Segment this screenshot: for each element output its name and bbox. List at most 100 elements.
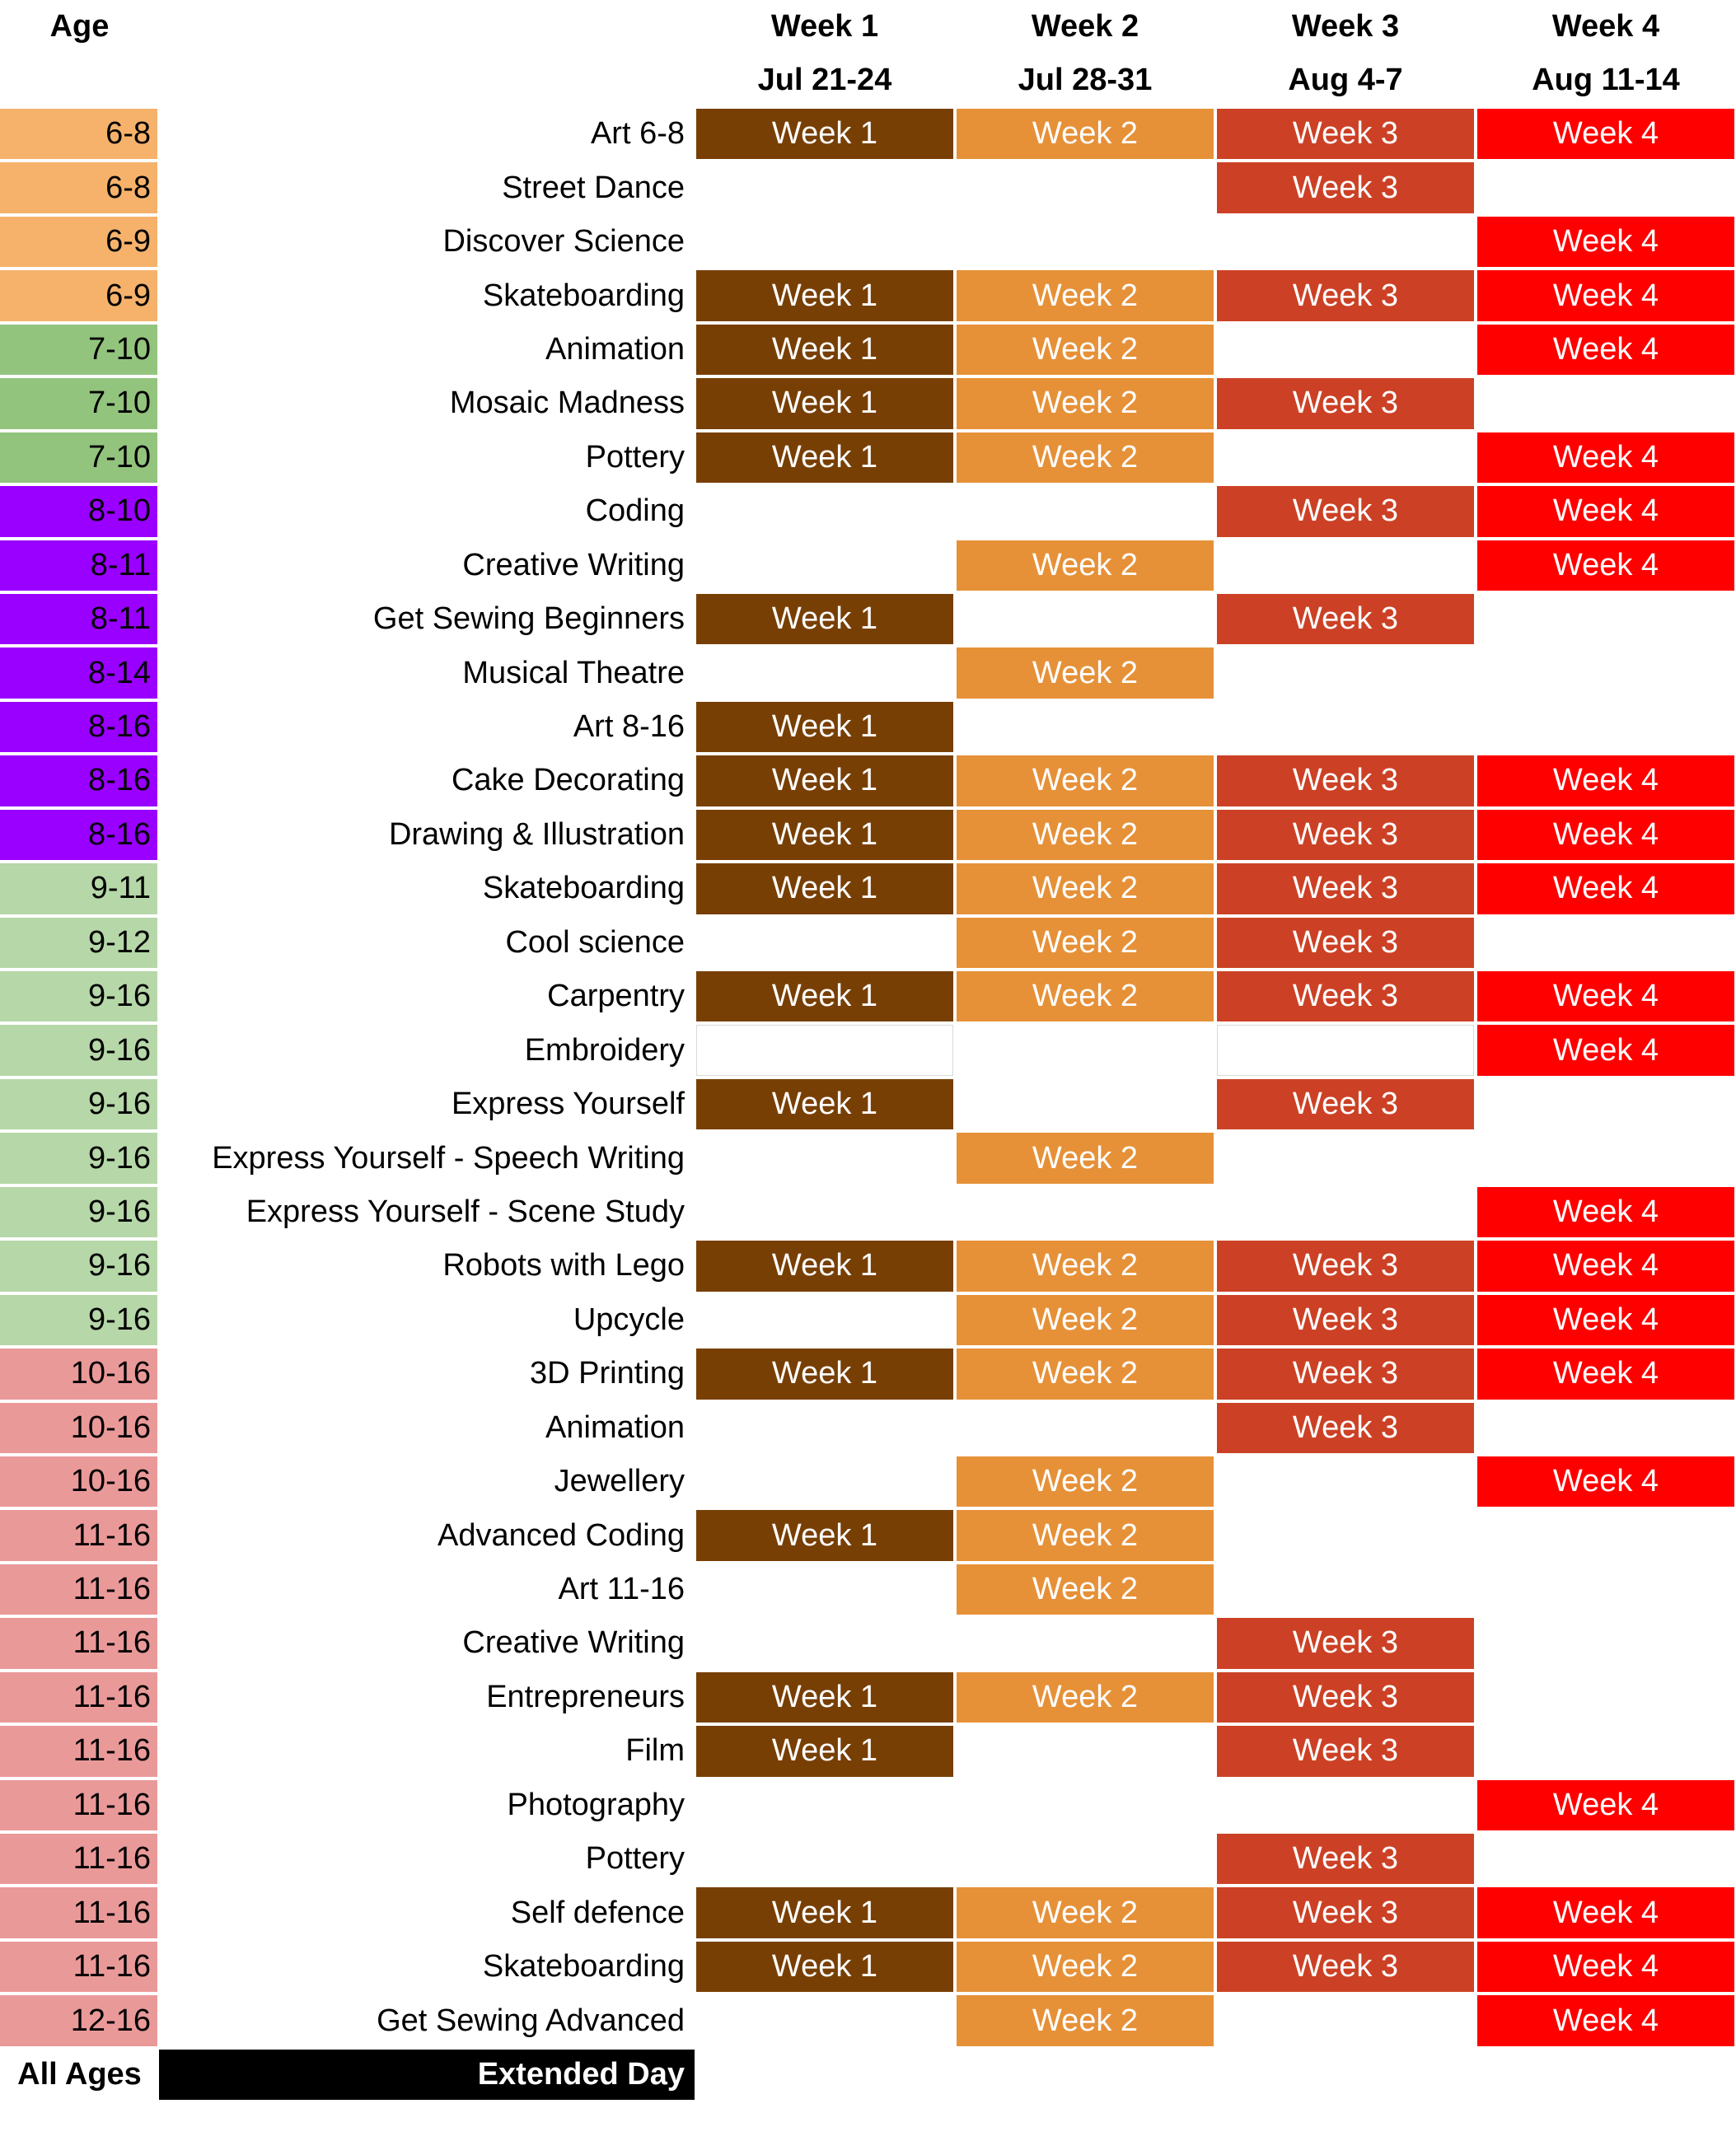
week-3-header: Week 3 xyxy=(1291,9,1400,44)
empty-week-cell xyxy=(957,1403,1214,1453)
empty-week-cell xyxy=(957,1834,1214,1884)
empty-week-cell xyxy=(1217,1564,1474,1615)
week-3-cell: Week 3 xyxy=(1217,593,1474,645)
course-name: Animation xyxy=(545,1409,685,1445)
week-3-cell: Week 3 xyxy=(1217,162,1474,213)
week-4-cell: Week 4 xyxy=(1477,1456,1734,1508)
empty-week-cell xyxy=(696,162,953,213)
week-2-cell: Week 2 xyxy=(957,1995,1214,2046)
week-4-cell: Week 4 xyxy=(1477,755,1734,806)
age-cell: 11-16 xyxy=(0,1941,157,1993)
empty-week-cell xyxy=(1477,1618,1734,1668)
course-name: Film xyxy=(625,1733,685,1769)
week-4-cell: Week 4 xyxy=(1477,1349,1734,1400)
week-2-cell: Week 2 xyxy=(957,1671,1214,1723)
empty-week-cell xyxy=(696,647,953,698)
empty-week-cell xyxy=(696,1834,953,1884)
empty-week-cell xyxy=(696,540,953,591)
empty-week-cell xyxy=(957,1025,1214,1075)
course-name: Mosaic Madness xyxy=(449,386,685,421)
week-2-cell: Week 2 xyxy=(957,863,1214,914)
week-4-cell: Week 4 xyxy=(1477,432,1734,484)
week-1-cell: Week 1 xyxy=(696,1349,953,1400)
age-column-header: Age xyxy=(49,9,110,44)
week-1-cell: Week 1 xyxy=(696,324,953,376)
age-cell: 9-12 xyxy=(0,917,157,968)
age-cell: 9-16 xyxy=(0,971,157,1022)
age-cell: 11-16 xyxy=(0,1726,157,1777)
week-2-cell: Week 2 xyxy=(957,432,1214,484)
course-name: Pottery xyxy=(585,1841,685,1877)
week-4-cell: Week 4 xyxy=(1477,971,1734,1022)
week-3-cell: Week 3 xyxy=(1217,809,1474,861)
week-2-cell: Week 2 xyxy=(957,809,1214,861)
course-name: Photography xyxy=(507,1787,686,1822)
course-name: Self defence xyxy=(510,1895,685,1930)
week-4-cell: Week 4 xyxy=(1477,1941,1734,1993)
week-4-cell: Week 4 xyxy=(1477,1241,1734,1292)
week-2-cell: Week 2 xyxy=(957,270,1214,321)
age-cell: 9-16 xyxy=(0,1294,157,1346)
age-cell: 7-10 xyxy=(0,378,157,429)
course-name: Express Yourself - Speech Writing xyxy=(212,1140,685,1176)
empty-week-cell xyxy=(696,1780,953,1830)
week-2-cell: Week 2 xyxy=(957,755,1214,806)
empty-week-cell xyxy=(957,702,1214,752)
week-3-cell: Week 3 xyxy=(1217,1618,1474,1669)
week-2-cell: Week 2 xyxy=(957,1294,1214,1346)
course-name: Pottery xyxy=(585,439,685,474)
week-3-cell: Week 3 xyxy=(1217,270,1474,321)
week-2-cell: Week 2 xyxy=(957,378,1214,429)
week-1-dates: Jul 21-24 xyxy=(757,63,892,97)
empty-week-cell xyxy=(1217,1025,1474,1076)
week-1-cell: Week 1 xyxy=(696,1241,953,1292)
course-name: Cake Decorating xyxy=(451,763,685,798)
empty-week-cell xyxy=(957,486,1214,536)
age-cell: 9-16 xyxy=(0,1133,157,1184)
age-cell: 10-16 xyxy=(0,1456,157,1508)
empty-week-cell xyxy=(1217,702,1474,752)
week-4-cell: Week 4 xyxy=(1477,324,1734,376)
week-2-cell: Week 2 xyxy=(957,1887,1214,1938)
week-4-dates: Aug 11-14 xyxy=(1532,63,1680,97)
course-name: Discover Science xyxy=(442,224,685,259)
empty-week-cell xyxy=(1217,1187,1474,1237)
week-1-cell: Week 1 xyxy=(696,971,953,1022)
week-2-cell: Week 2 xyxy=(957,971,1214,1022)
empty-week-cell xyxy=(1477,647,1734,698)
week-3-cell: Week 3 xyxy=(1217,917,1474,968)
age-cell: 11-16 xyxy=(0,1510,157,1561)
week-1-cell: Week 1 xyxy=(696,593,953,645)
week-3-cell: Week 3 xyxy=(1217,1294,1474,1346)
age-cell: 11-16 xyxy=(0,1618,157,1669)
week-1-cell: Week 1 xyxy=(696,809,953,861)
week-3-cell: Week 3 xyxy=(1217,378,1474,429)
week-4-cell: Week 4 xyxy=(1477,1294,1734,1346)
empty-week-cell xyxy=(696,1295,953,1345)
age-cell: 7-10 xyxy=(0,324,157,376)
week-1-cell: Week 1 xyxy=(696,1941,953,1993)
empty-week-cell xyxy=(696,1133,953,1183)
week-1-cell: Week 1 xyxy=(696,1078,953,1130)
age-cell: 11-16 xyxy=(0,1834,157,1885)
course-name: Get Sewing Beginners xyxy=(372,601,685,637)
week-2-cell: Week 2 xyxy=(957,540,1214,591)
course-name: Art 11-16 xyxy=(558,1572,685,1607)
course-name: Skateboarding xyxy=(482,871,685,906)
week-1-cell: Week 1 xyxy=(696,1726,953,1777)
week-4-header: Week 4 xyxy=(1551,9,1660,44)
empty-week-cell xyxy=(957,162,1214,213)
empty-week-cell xyxy=(696,918,953,968)
course-name: Express Yourself - Scene Study xyxy=(246,1194,685,1229)
week-4-cell: Week 4 xyxy=(1477,540,1734,591)
week-3-cell: Week 3 xyxy=(1217,1671,1474,1723)
course-name: Coding xyxy=(585,493,685,529)
age-cell: 11-16 xyxy=(0,1671,157,1723)
week-4-cell: Week 4 xyxy=(1477,270,1734,321)
course-name: Creative Writing xyxy=(462,547,685,582)
empty-week-cell xyxy=(957,594,1214,644)
week-1-cell: Week 1 xyxy=(696,1510,953,1561)
week-2-cell: Week 2 xyxy=(957,1941,1214,1993)
age-cell: 8-16 xyxy=(0,809,157,861)
empty-week-cell xyxy=(1217,1456,1474,1507)
